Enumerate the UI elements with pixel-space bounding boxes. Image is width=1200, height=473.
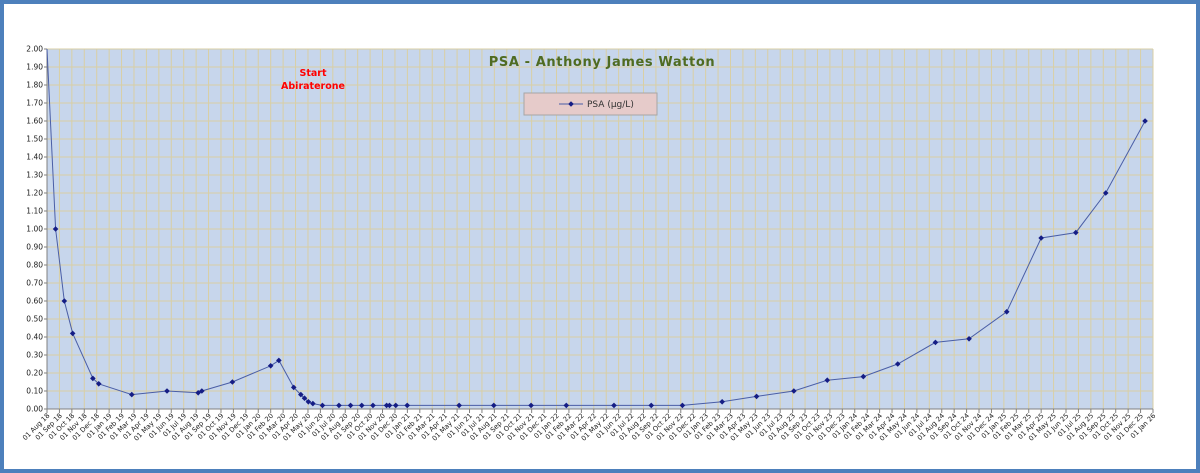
legend-marker-icon (568, 101, 574, 107)
data-point-marker (932, 339, 939, 346)
y-tick-label: 1.70 (26, 99, 43, 108)
data-point-marker (229, 379, 236, 385)
annotation-start-abiraterone: Start Abiraterone (281, 68, 345, 92)
data-point-marker (490, 402, 497, 409)
y-tick-label: 1.60 (26, 117, 43, 126)
data-point-marker (61, 298, 68, 304)
data-point-marker (679, 402, 686, 409)
data-point-marker (164, 388, 170, 394)
y-tick-label: 1.20 (26, 189, 43, 198)
data-point-marker (824, 377, 831, 383)
axes (44, 48, 1154, 413)
data-point-marker (199, 388, 205, 394)
y-tick-label: 0.40 (26, 333, 43, 342)
annotation-line-1: Start (299, 68, 326, 79)
data-point-marker (267, 363, 274, 369)
data-point-marker (90, 375, 96, 382)
data-point-marker (52, 226, 59, 232)
data-point-marker (290, 384, 297, 391)
y-tick-label: 0.50 (26, 315, 43, 324)
annotation-line-2: Abiraterone (281, 81, 345, 92)
legend: PSA (µg/L) (523, 92, 658, 116)
legend-box (523, 92, 658, 116)
data-point-marker (69, 330, 76, 337)
data-point-marker (383, 402, 390, 409)
data-point-marker (336, 402, 342, 409)
data-point-marker (563, 402, 570, 409)
data-point-marker (347, 402, 354, 409)
y-tick-label: 0.60 (26, 297, 43, 306)
data-point-marker (319, 402, 326, 409)
y-tick-label: 2.00 (26, 45, 43, 54)
y-tick-label: 1.30 (26, 171, 43, 180)
data-point-marker (1038, 235, 1044, 241)
chart-title: PSA - Anthony James Watton (489, 55, 715, 70)
data-point-marker (310, 400, 316, 407)
y-tick-label: 0.90 (26, 243, 43, 252)
y-tick-label: 1.80 (26, 81, 43, 90)
data-point-marker (791, 388, 797, 394)
data-point-marker (358, 402, 365, 409)
data-point-marker (611, 402, 617, 409)
data-point-marker (894, 361, 901, 367)
legend-label: PSA (µg/L) (587, 100, 634, 110)
data-point-marker (1003, 309, 1010, 315)
data-point-marker (95, 381, 102, 387)
data-point-marker (305, 399, 312, 405)
data-point-marker (860, 373, 867, 380)
data-point-marker (753, 393, 760, 400)
data-point-marker (456, 402, 462, 409)
data-point-marker (370, 402, 376, 409)
y-axis-labels: 0.00 0.10 0.20 0.30 0.40 0.50 0.60 0.70 0.80 0.90… (26, 45, 43, 414)
psa-series (46, 48, 1148, 409)
y-tick-label: 1.10 (26, 207, 43, 216)
data-point-marker (648, 402, 655, 409)
y-tick-label: 0.20 (26, 369, 43, 378)
data-point-marker (386, 402, 393, 409)
data-point-marker (404, 402, 411, 409)
y-tick-label: 0.70 (26, 279, 43, 288)
gridlines (47, 48, 1154, 409)
y-tick-label: 0.10 (26, 387, 43, 396)
y-tick-label: 1.00 (26, 225, 43, 234)
data-point-marker (528, 402, 534, 409)
data-point-marker (128, 391, 135, 398)
data-point-marker (1142, 118, 1148, 124)
data-point-marker (298, 391, 304, 398)
data-point-marker (1073, 229, 1079, 236)
data-point-marker (719, 399, 725, 405)
y-tick-label: 1.40 (26, 153, 43, 162)
y-tick-label: 0.00 (26, 405, 43, 414)
data-point-marker (276, 357, 282, 364)
data-point-marker (966, 336, 972, 342)
data-point-marker (301, 395, 308, 401)
data-point-marker (392, 402, 399, 409)
data-point-marker (1102, 190, 1109, 196)
y-tick-label: 0.30 (26, 351, 43, 360)
y-tick-label: 1.90 (26, 63, 43, 72)
y-tick-label: 1.50 (26, 135, 43, 144)
y-tick-label: 0.80 (26, 261, 43, 270)
